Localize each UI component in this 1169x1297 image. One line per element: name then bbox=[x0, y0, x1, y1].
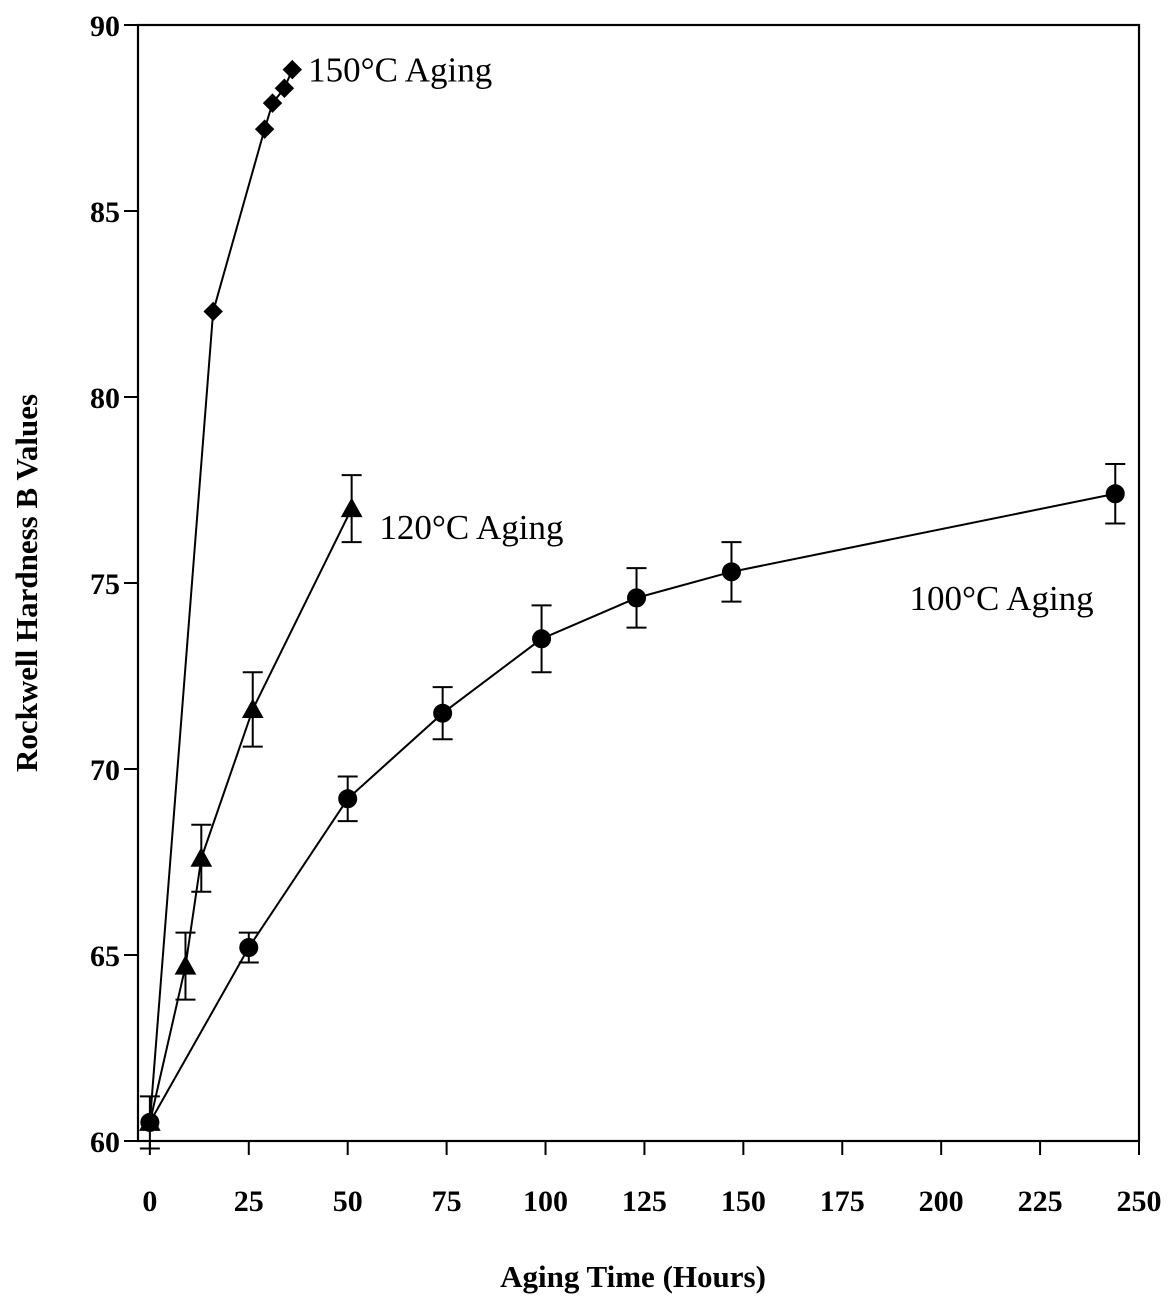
series-layer bbox=[139, 59, 1126, 1150]
series-circle bbox=[140, 462, 1126, 1132]
data-point bbox=[627, 588, 647, 608]
data-point bbox=[274, 78, 295, 98]
series-line bbox=[148, 508, 353, 1123]
label-layer: 150°C Aging 120°C Aging 100°C Aging bbox=[308, 51, 1094, 618]
data-point bbox=[174, 955, 197, 975]
y-tick-label: 90 bbox=[90, 10, 120, 43]
series-label: 100°C Aging bbox=[910, 579, 1094, 618]
x-tick-label: 25 bbox=[234, 1185, 264, 1218]
data-point bbox=[262, 93, 283, 113]
data-point bbox=[203, 301, 223, 322]
series-label: 120°C Aging bbox=[379, 508, 563, 547]
data-point bbox=[721, 562, 741, 582]
y-axis: 60 65 70 75 80 85 90 bbox=[90, 10, 138, 1159]
data-point bbox=[190, 847, 213, 867]
x-tick-label: 225 bbox=[1018, 1185, 1063, 1218]
x-axis: 0 25 50 75 100 125 150 175 200 225 250 bbox=[142, 1141, 1162, 1218]
x-tick-label: 50 bbox=[333, 1185, 363, 1218]
x-tick-label: 75 bbox=[432, 1185, 462, 1218]
data-point bbox=[140, 1112, 160, 1132]
y-tick-label: 60 bbox=[90, 1126, 120, 1159]
data-point bbox=[340, 497, 363, 518]
x-tick-label: 175 bbox=[820, 1185, 865, 1218]
x-axis-title: Aging Time (Hours) bbox=[500, 1259, 766, 1294]
data-point bbox=[338, 789, 358, 809]
y-axis-title: Rockwell Hardness B Values bbox=[9, 394, 44, 772]
series-diamond bbox=[139, 59, 303, 1150]
series-line bbox=[148, 69, 294, 1123]
x-tick-label: 0 bbox=[142, 1185, 157, 1218]
x-tick-label: 200 bbox=[919, 1185, 964, 1218]
data-point bbox=[239, 938, 259, 958]
y-tick-label: 85 bbox=[90, 196, 120, 229]
data-point bbox=[433, 703, 453, 723]
x-tick-label: 100 bbox=[523, 1185, 568, 1218]
data-point bbox=[1105, 484, 1125, 504]
y-tick-label: 80 bbox=[90, 382, 120, 415]
x-tick-label: 125 bbox=[622, 1185, 667, 1218]
data-point bbox=[241, 698, 264, 718]
y-tick-label: 65 bbox=[90, 940, 120, 973]
data-point bbox=[282, 59, 303, 80]
data-point bbox=[254, 119, 275, 139]
x-tick-label: 250 bbox=[1117, 1185, 1162, 1218]
y-tick-label: 75 bbox=[90, 568, 120, 601]
y-tick-label: 70 bbox=[90, 754, 120, 787]
data-point bbox=[532, 629, 552, 649]
series-triangle bbox=[139, 474, 363, 1131]
x-tick-label: 150 bbox=[721, 1185, 766, 1218]
series-line bbox=[148, 492, 1116, 1123]
series-label: 150°C Aging bbox=[308, 51, 492, 90]
